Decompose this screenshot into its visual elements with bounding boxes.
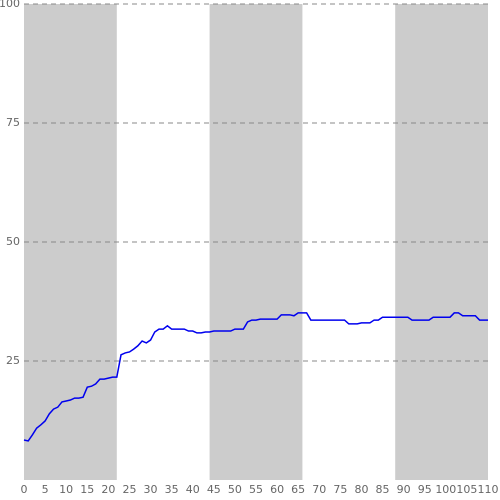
y-tick-label: 100 (0, 0, 20, 10)
x-tick-label: 15 (80, 483, 94, 496)
x-tick-label: 110 (478, 483, 499, 496)
x-tick-label: 45 (207, 483, 221, 496)
x-tick-label: 30 (144, 483, 158, 496)
x-tick-label: 20 (101, 483, 115, 496)
x-tick-label: 95 (418, 483, 432, 496)
data-line (23, 312, 488, 442)
x-tick-label: 55 (249, 483, 263, 496)
x-tick-label: 0 (21, 483, 28, 496)
x-tick-label: 100 (435, 483, 456, 496)
y-tick-label: 75 (6, 116, 20, 129)
x-tick-label: 75 (333, 483, 347, 496)
x-tick-label: 50 (228, 483, 242, 496)
y-tick-label: 25 (6, 354, 20, 367)
x-tick-label: 65 (291, 483, 305, 496)
x-tick-label: 35 (165, 483, 179, 496)
x-tick-label: 80 (354, 483, 368, 496)
x-tick-label: 40 (186, 483, 200, 496)
x-tick-label: 90 (397, 483, 411, 496)
x-tick-label: 60 (270, 483, 284, 496)
x-tick-label: 105 (456, 483, 477, 496)
x-tick-label: 25 (122, 483, 136, 496)
x-tick-label: 85 (376, 483, 390, 496)
x-tick-label: 70 (312, 483, 326, 496)
x-tick-label: 10 (59, 483, 73, 496)
y-tick-label: 50 (6, 235, 20, 248)
x-tick-label: 5 (42, 483, 49, 496)
